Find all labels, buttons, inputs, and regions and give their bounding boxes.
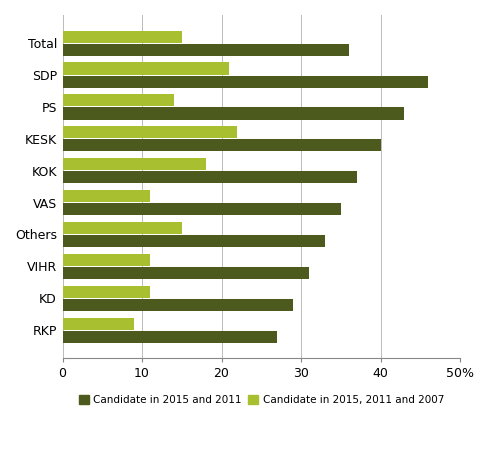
Bar	[62, 31, 182, 43]
Legend: Candidate in 2015 and 2011, Candidate in 2015, 2011 and 2007: Candidate in 2015 and 2011, Candidate in…	[74, 391, 447, 409]
Bar	[62, 254, 150, 266]
Bar	[62, 75, 427, 88]
Bar	[62, 139, 380, 151]
Bar	[62, 299, 292, 311]
Bar	[62, 94, 174, 106]
Bar	[62, 171, 356, 183]
Bar	[62, 44, 348, 56]
Bar	[62, 330, 277, 343]
Bar	[62, 203, 340, 215]
Bar	[62, 190, 150, 202]
Bar	[62, 222, 182, 234]
Bar	[62, 318, 134, 329]
Bar	[62, 158, 205, 170]
Bar	[62, 267, 308, 279]
Bar	[62, 235, 324, 247]
Bar	[62, 126, 237, 138]
Bar	[62, 107, 404, 120]
Bar	[62, 286, 150, 298]
Bar	[62, 63, 229, 74]
